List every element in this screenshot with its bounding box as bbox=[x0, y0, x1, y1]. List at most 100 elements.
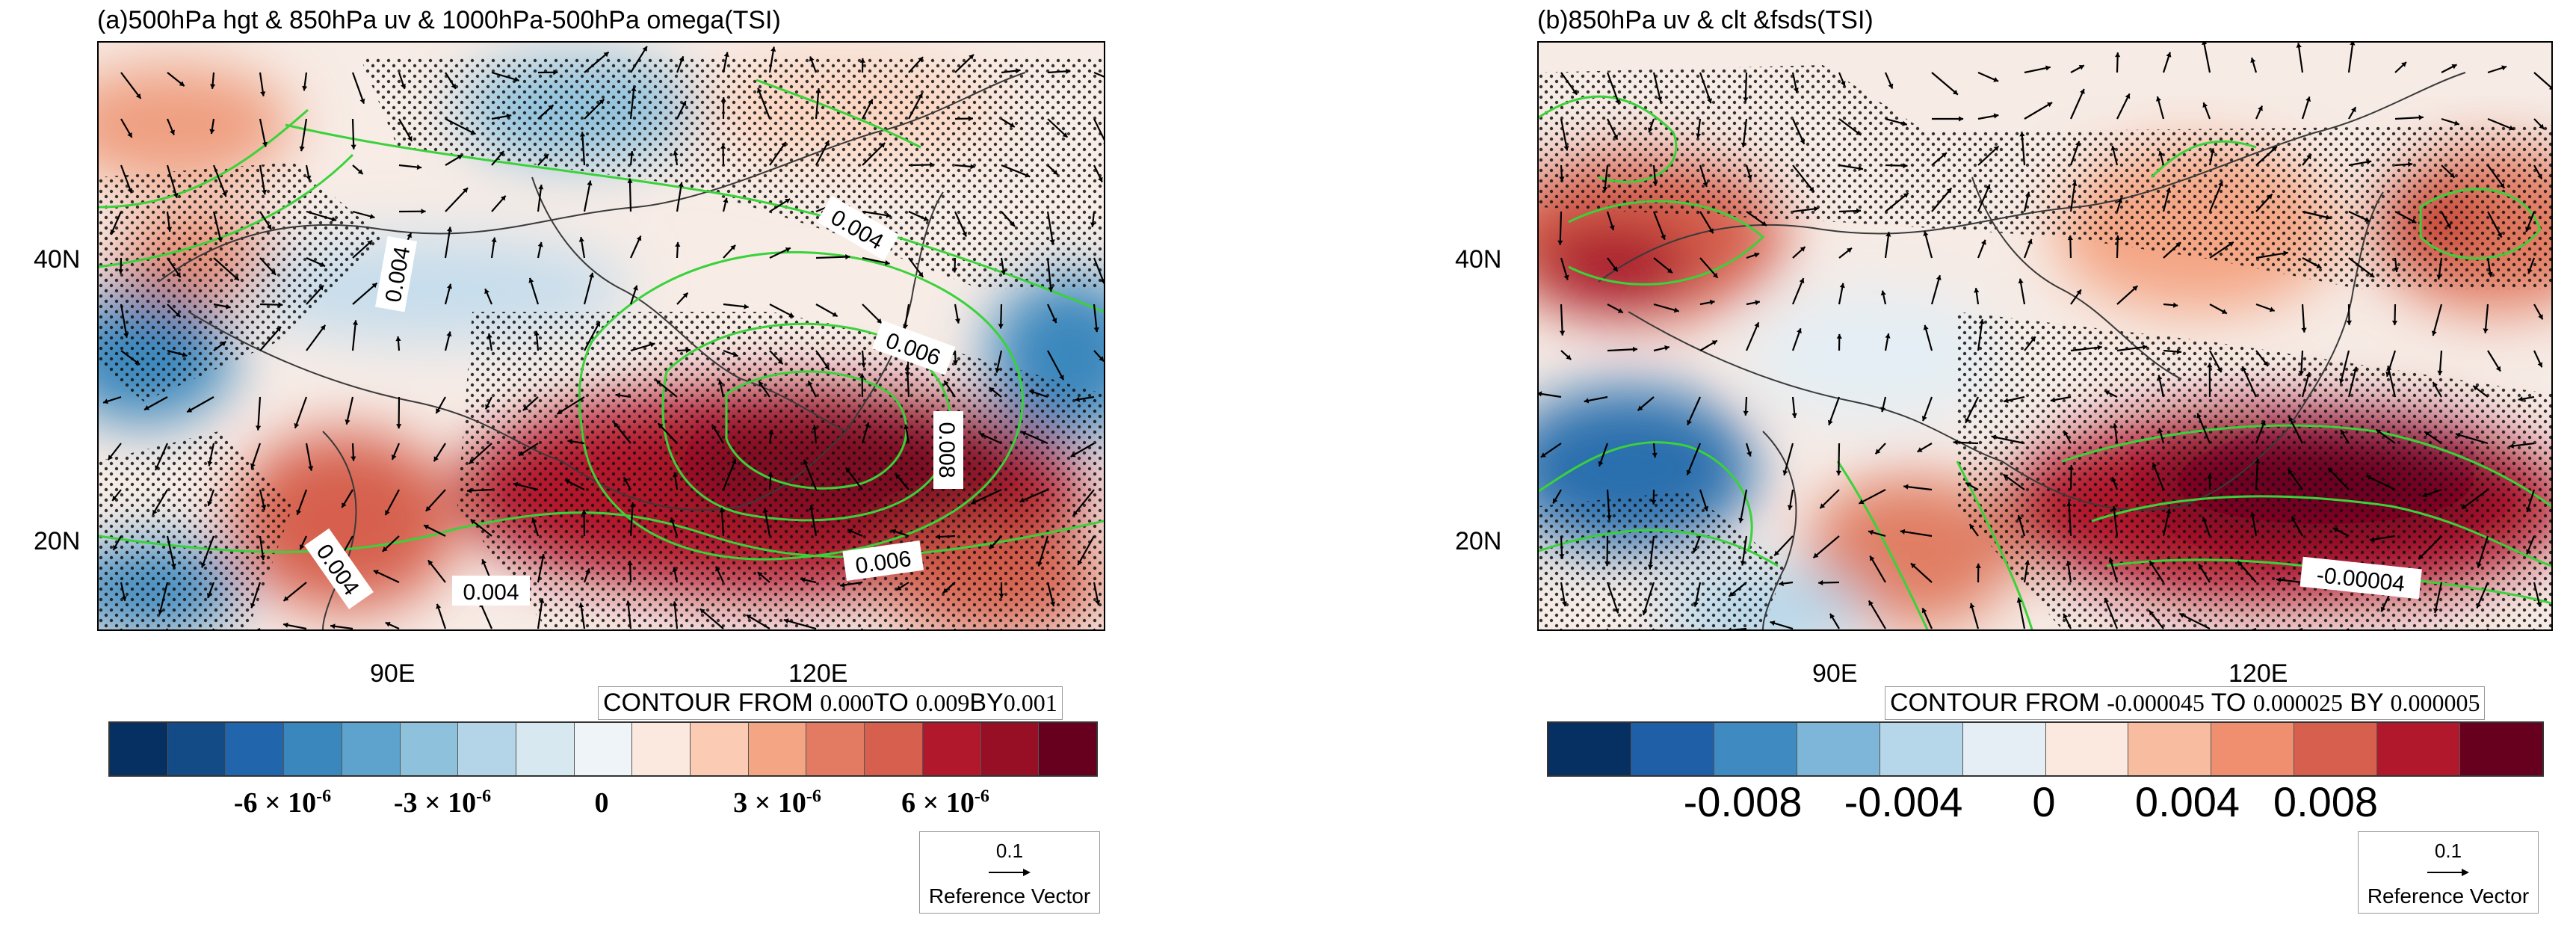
wind-vector-head bbox=[2017, 515, 2022, 520]
wind-vector-head bbox=[2166, 188, 2172, 193]
wind-vector-head bbox=[1563, 146, 1569, 151]
wind-vector-head bbox=[176, 272, 181, 277]
wind-vector bbox=[581, 132, 586, 166]
wind-vector bbox=[1900, 530, 1933, 538]
wind-vector-head bbox=[2455, 432, 2461, 438]
wind-vector-head bbox=[2376, 429, 2382, 434]
wind-vector-head bbox=[847, 529, 853, 535]
wind-vector-head bbox=[350, 144, 356, 150]
wind-vector bbox=[1977, 318, 1983, 351]
wind-vector-head bbox=[2250, 58, 2256, 63]
wind-vector-head bbox=[2366, 159, 2372, 165]
wind-vector-head bbox=[1559, 330, 1566, 336]
wind-vector-head bbox=[357, 169, 363, 174]
wind-vector-head bbox=[595, 321, 600, 327]
wind-vector-head bbox=[1709, 299, 1715, 305]
wind-vector-head bbox=[1062, 132, 1068, 138]
wind-vector-head bbox=[989, 543, 995, 549]
wind-vector-head bbox=[2149, 610, 2155, 616]
wind-vector-head bbox=[209, 129, 215, 135]
wind-vector-head bbox=[187, 407, 193, 413]
wind-vector bbox=[300, 118, 308, 152]
wind-vector-head bbox=[1903, 163, 1908, 169]
wind-vector bbox=[1741, 535, 1748, 566]
wind-vector-head bbox=[1059, 375, 1064, 381]
wind-vector-head bbox=[469, 458, 475, 464]
wind-vector-head bbox=[1072, 510, 1078, 516]
contour-label: 0.008 bbox=[934, 422, 959, 478]
wind-vector-head bbox=[2110, 146, 2116, 151]
wind-vector bbox=[764, 508, 771, 537]
wind-vector-head bbox=[1903, 484, 1909, 490]
wind-vector-head bbox=[123, 333, 129, 338]
wind-vector-head bbox=[1099, 356, 1104, 362]
wind-vector-head bbox=[2069, 465, 2075, 470]
wind-vector bbox=[384, 489, 400, 516]
wind-vector-head bbox=[1702, 182, 1708, 187]
wind-vector-head bbox=[1010, 221, 1016, 227]
wind-vector-head bbox=[1686, 469, 1692, 475]
wind-vector-head bbox=[904, 424, 909, 430]
wind-vector bbox=[1606, 582, 1619, 614]
wind-vector-head bbox=[2424, 431, 2430, 437]
wind-vector-head bbox=[1791, 413, 1797, 418]
wind-vector-head bbox=[436, 408, 441, 413]
map-area[interactable]: 0.004 0.004 0.006 0.008 0.004 bbox=[97, 41, 1105, 631]
wind-vector-head bbox=[2306, 154, 2311, 160]
wind-vector bbox=[120, 72, 142, 99]
wind-vector-head bbox=[2063, 431, 2069, 437]
wind-vector bbox=[537, 553, 545, 583]
wind-vector-head bbox=[581, 509, 587, 514]
wind-vector-head bbox=[2158, 428, 2163, 434]
colorbar-swatch bbox=[806, 723, 865, 775]
wind-vector-head bbox=[845, 467, 851, 473]
wind-vector-head bbox=[2436, 274, 2442, 280]
wind-vector-head bbox=[1642, 610, 1648, 615]
wind-vector-head bbox=[1051, 318, 1057, 324]
wind-vector-head bbox=[1975, 563, 1981, 568]
wind-vector bbox=[1791, 277, 1805, 305]
wind-vector bbox=[908, 93, 924, 120]
wind-vector-head bbox=[2202, 102, 2208, 108]
wind-vector-head bbox=[1859, 499, 1865, 505]
colorbar-swatch bbox=[1797, 723, 1880, 775]
colorbar-swatch bbox=[748, 723, 807, 775]
wind-vector bbox=[1606, 489, 1610, 520]
colorbar-swatch bbox=[1631, 723, 1714, 775]
wind-vector-head bbox=[534, 330, 540, 336]
wind-vector-head bbox=[407, 135, 413, 141]
wind-vector bbox=[444, 227, 451, 259]
colorbar-swatch bbox=[1962, 723, 2046, 775]
wind-vector bbox=[2209, 241, 2234, 259]
colorbar-label: -0.008 bbox=[1683, 778, 1803, 825]
wind-vector bbox=[2418, 535, 2442, 560]
wind-vector bbox=[1977, 145, 2000, 166]
wind-vector-head bbox=[2199, 564, 2204, 570]
wind-vector bbox=[954, 211, 968, 238]
wind-vector-head bbox=[681, 101, 687, 106]
wind-vector-head bbox=[655, 380, 661, 385]
wind-vector-head bbox=[2418, 554, 2424, 560]
wind-vector-head bbox=[2173, 302, 2178, 308]
wind-vector bbox=[201, 535, 215, 568]
wind-vector-head bbox=[1052, 170, 1058, 175]
wind-vector-head bbox=[175, 312, 181, 318]
wind-vector bbox=[1093, 118, 1104, 141]
wind-vector bbox=[1077, 535, 1095, 566]
wind-vector bbox=[2069, 181, 2076, 212]
wind-vector-head bbox=[1885, 333, 1891, 339]
wind-vector-head bbox=[210, 84, 216, 89]
wind-vector-head bbox=[720, 97, 726, 102]
wind-vector-head bbox=[1974, 288, 1980, 293]
wind-vector-head bbox=[629, 502, 635, 508]
wind-vector-head bbox=[2175, 242, 2181, 247]
colorbar-swatch bbox=[1548, 723, 1631, 775]
colorbar-swatch bbox=[284, 723, 342, 775]
wind-vector-head bbox=[1923, 324, 1929, 330]
wind-vector-head bbox=[2142, 344, 2148, 350]
wind-vector bbox=[655, 379, 678, 398]
map-area[interactable]: -0.00004 bbox=[1537, 41, 2553, 631]
wind-vector-head bbox=[1100, 279, 1104, 283]
colorbar-swatch bbox=[516, 723, 575, 775]
wind-vector-head bbox=[2341, 430, 2346, 435]
